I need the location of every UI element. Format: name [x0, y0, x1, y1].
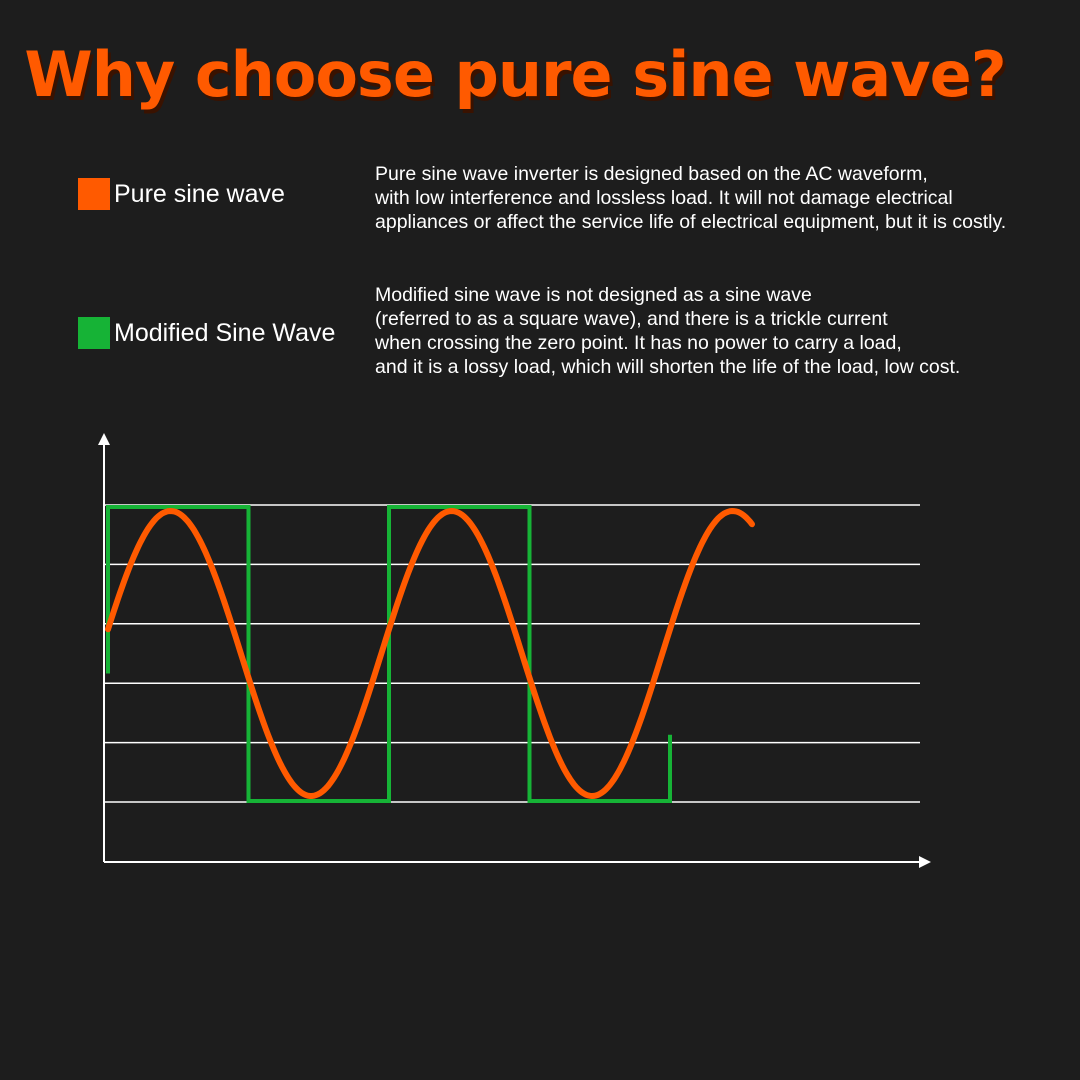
- description-line: Pure sine wave inverter is designed base…: [375, 163, 928, 185]
- legend-label: Pure sine wave: [114, 179, 285, 208]
- pure-sine-swatch: [78, 178, 110, 210]
- pure-sine-wave: [105, 507, 755, 800]
- description-line: (referred to as a square wave), and ther…: [375, 308, 888, 330]
- description-line: and it is a lossy load, which will short…: [375, 356, 961, 378]
- gridlines: [104, 504, 920, 803]
- description-line: appliances or affect the service life of…: [375, 211, 1007, 233]
- legend-item-modified-sine: Modified Sine Wave: [78, 317, 335, 349]
- legend-item-pure-sine: Pure sine wave: [78, 178, 285, 210]
- modified-sine-swatch: [78, 317, 110, 349]
- pure-sine-description: Pure sine wave inverter is designed base…: [375, 162, 1070, 234]
- x-axis-arrow-icon: [919, 856, 931, 868]
- waveform-chart: [98, 433, 931, 868]
- page-title: Why choose pure sine wave?: [24, 38, 1006, 111]
- modified-sine-description: Modified sine wave is not designed as a …: [375, 283, 1070, 379]
- description-line: Modified sine wave is not designed as a …: [375, 284, 812, 306]
- modified-sine-wave: [106, 505, 672, 803]
- description-line: with low interference and lossless load.…: [375, 187, 953, 209]
- description-line: when crossing the zero point. It has no …: [375, 332, 902, 354]
- y-axis-arrow-icon: [98, 433, 110, 445]
- legend-label: Modified Sine Wave: [114, 318, 336, 347]
